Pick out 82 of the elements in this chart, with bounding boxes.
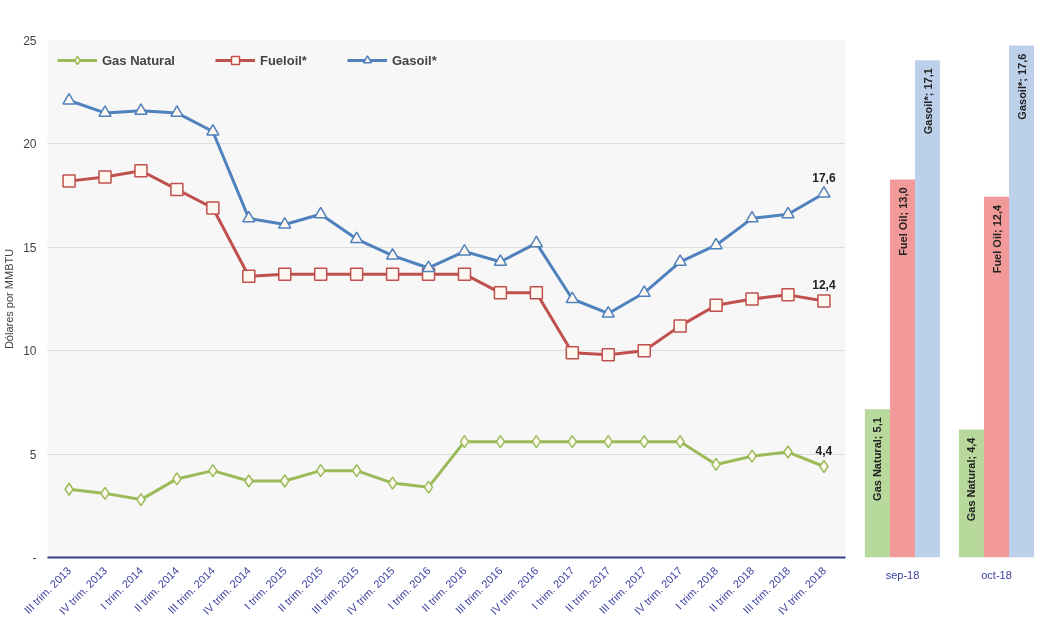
data-label: Fuel Oil; 13,0 [896,187,909,256]
point [601,348,616,362]
point [62,174,76,188]
y-tick-label: 20 [23,137,37,152]
bar [983,196,1010,558]
point [134,164,148,178]
point [279,474,290,488]
point [529,235,544,248]
y-axis-title: Dólares por MMBTU [3,248,16,350]
data-label: Gas Natural; 5,1 [871,417,884,501]
point [277,267,292,281]
x-tick-label: oct-18 [981,568,1012,581]
y-tick-label: 25 [23,34,37,48]
point [601,305,616,318]
point [242,210,256,223]
point [170,105,184,118]
x-tick-label: sep-18 [885,568,920,581]
point [98,170,112,184]
data-label: Gas Natural; 4,4 [965,436,978,522]
y-tick-label: 5 [29,447,37,462]
point [565,346,580,360]
point [244,474,254,488]
y-tick-label: 15 [23,240,37,255]
point [351,463,362,478]
point [747,449,757,463]
point [673,319,687,333]
point [637,285,651,298]
point [172,472,182,486]
point [277,216,292,229]
data-label: Gasoil*; 17,1 [921,68,934,135]
point [315,463,326,478]
point [603,434,614,449]
point [565,291,580,304]
y-tick-label: 10 [23,344,37,359]
data-label: Gasoil*; 17,6 [1015,53,1028,120]
point [313,267,328,281]
point [421,260,436,273]
point [387,476,398,490]
point [495,434,506,449]
point [745,210,759,223]
point [349,267,364,281]
point [709,237,723,250]
point [567,434,578,449]
point [531,434,542,449]
point [493,254,508,266]
bar [915,60,941,558]
point [457,243,472,256]
point [206,201,220,215]
point [313,206,328,219]
point [529,286,544,300]
point [423,480,434,494]
point [242,269,256,283]
point [170,182,184,197]
data-label: 17,6 [812,170,836,185]
point [783,445,793,459]
point [349,231,364,244]
legend-label: Gas Natural [102,52,175,68]
point [781,288,795,302]
point [206,123,220,136]
legend-label: Fueloil* [259,52,307,68]
point [457,267,472,281]
point [385,267,400,281]
point [62,92,76,105]
point [134,103,148,116]
bar [1009,45,1035,558]
point [673,254,687,266]
point [745,292,759,306]
bar [889,179,916,558]
y-tick-label: - [32,551,37,565]
point [493,286,508,300]
data-label: Fuel Oil; 12,4 [990,203,1003,274]
point [817,294,831,308]
point [385,247,400,260]
point [781,206,795,219]
data-label: 4,4 [815,443,833,458]
point [459,434,470,449]
legend-label: Gasoil* [391,52,437,68]
point [709,298,723,312]
data-label: 12,4 [812,278,836,293]
point [637,343,651,358]
point [98,105,112,118]
point [817,185,831,198]
